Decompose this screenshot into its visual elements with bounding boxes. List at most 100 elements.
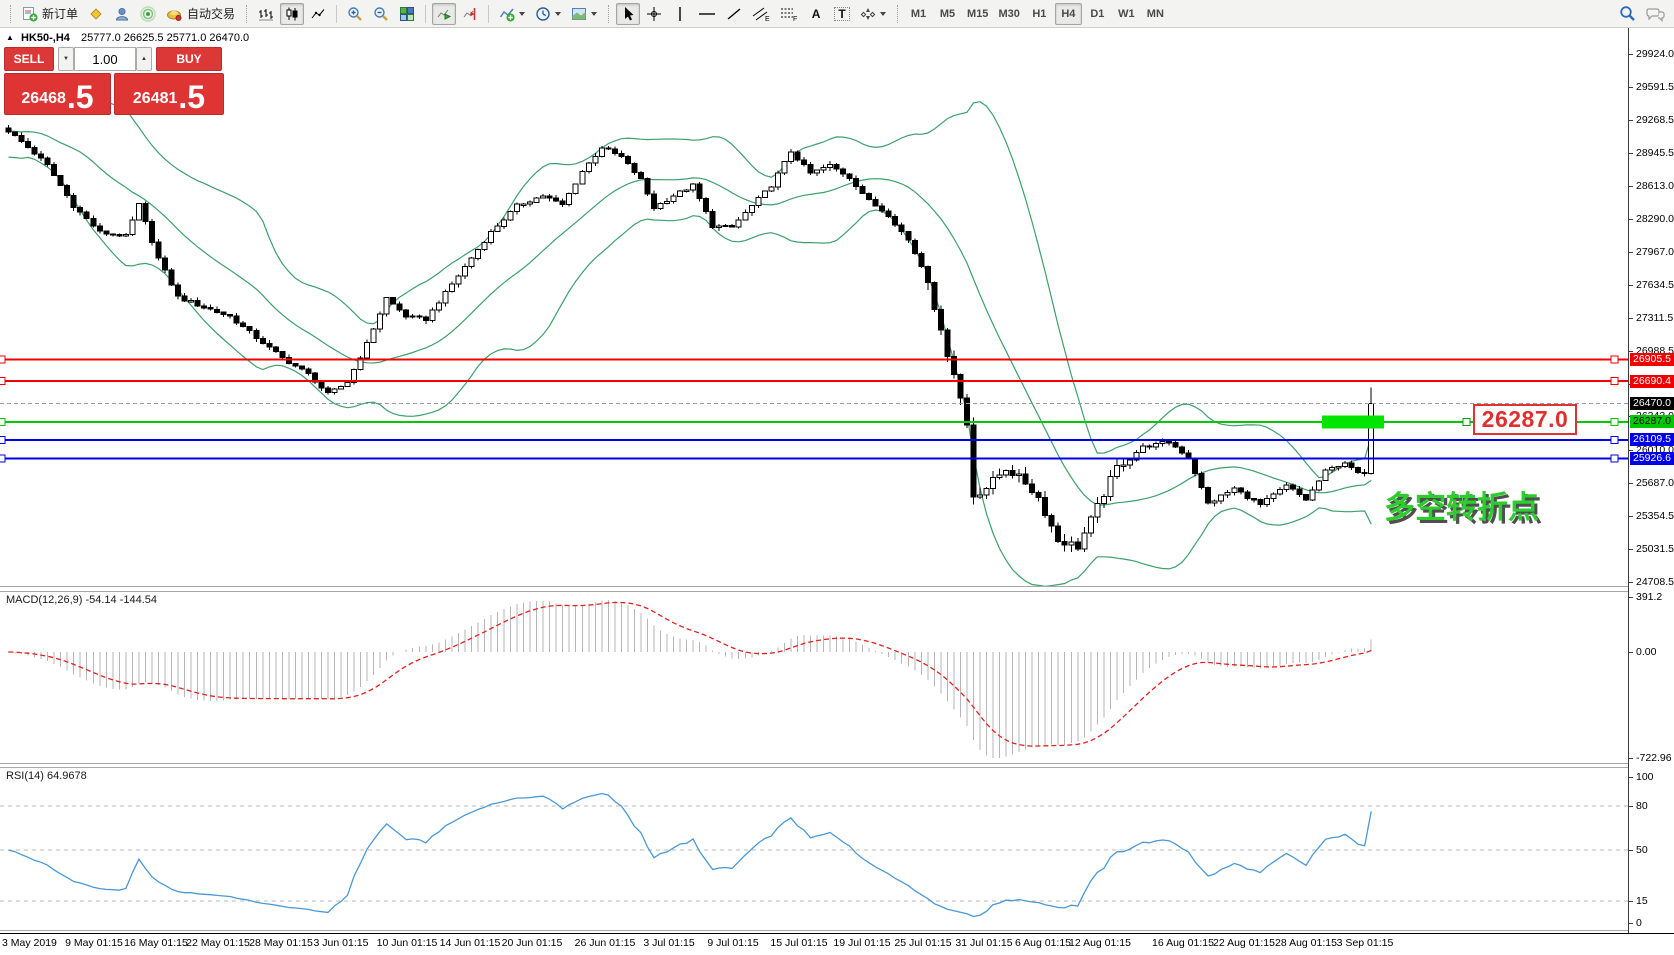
line-handle[interactable]: [1610, 436, 1619, 444]
price-tick: 24708.5: [1629, 575, 1674, 588]
ohlc-values: 25777.0 26625.5 25771.0 26470.0: [80, 32, 250, 44]
volume-decrease-button[interactable]: ▼: [58, 47, 74, 71]
pane-separator[interactable]: [0, 586, 1674, 587]
time-tick: 15 Jul 01:15: [770, 937, 828, 949]
line-handle[interactable]: [0, 436, 6, 444]
sell-button[interactable]: SELL: [4, 47, 54, 71]
timeframe-m5-button[interactable]: M5: [934, 3, 961, 25]
cursor-button[interactable]: [616, 2, 641, 25]
line-handle[interactable]: [1610, 355, 1619, 364]
pivot-highlight[interactable]: [1322, 415, 1384, 429]
pane-separator[interactable]: [0, 591, 1674, 592]
timeframe-m1-button[interactable]: M1: [905, 3, 932, 25]
price-tick: 27311.5: [1628, 312, 1674, 325]
bollinger-band: [8, 156, 1372, 586]
rsi-pane[interactable]: [0, 768, 1628, 930]
text-label-button[interactable]: T: [830, 3, 854, 25]
time-tick: 28 Aug 01:15: [1275, 937, 1337, 949]
timeframe-h1-button[interactable]: H1: [1026, 3, 1053, 25]
timeframe-d1-button[interactable]: D1: [1084, 3, 1111, 25]
profile-icon: [116, 7, 129, 20]
zoom-in-button[interactable]: [343, 3, 367, 25]
autotrading-button[interactable]: 自动交易: [162, 3, 239, 25]
horizontal-line-icon: [699, 12, 716, 15]
time-axis[interactable]: 3 May 2019 9 May 01:15 16 May 01:15 22 May …: [0, 933, 1674, 953]
line-handle[interactable]: [0, 355, 6, 364]
line-handle[interactable]: [1610, 418, 1619, 426]
periods-button[interactable]: [531, 3, 565, 25]
timeframe-h4-button[interactable]: H4: [1054, 2, 1082, 25]
pane-separator[interactable]: [0, 767, 1674, 768]
bar-chart-icon: [259, 8, 274, 20]
auto-scroll-button[interactable]: [432, 2, 457, 25]
chevron-down-icon: [880, 11, 887, 16]
zoom-out-button[interactable]: [369, 3, 393, 25]
collapse-icon[interactable]: ▲: [6, 33, 14, 42]
candlestick-chart-button[interactable]: [280, 2, 305, 25]
line-handle[interactable]: [0, 454, 6, 463]
line-chart-button[interactable]: [306, 3, 330, 25]
rsi-tick: 100: [1629, 771, 1654, 783]
equidistant-channel-button[interactable]: E: [748, 3, 774, 25]
chevron-down-icon: [519, 11, 526, 16]
price-callout[interactable]: 26287.0: [1473, 404, 1577, 435]
price-axis[interactable]: 29924.0 29591.5 29268.5 28945.5 28613.0 28290…: [1628, 28, 1674, 933]
volume-input[interactable]: [74, 47, 136, 71]
bollinger-band: [8, 92, 1372, 479]
time-tick: 16 May 01:15: [124, 937, 188, 949]
pane-separator[interactable]: [0, 763, 1674, 764]
timeframe-w1-button[interactable]: W1: [1113, 3, 1140, 25]
volume-increase-button[interactable]: ▲: [136, 47, 152, 71]
toolbar-grip[interactable]: [897, 4, 899, 23]
main-chart[interactable]: [0, 28, 1628, 586]
timeframe-mn-button[interactable]: MN: [1142, 3, 1169, 25]
price-tick: 29591.5: [1629, 81, 1674, 94]
turning-point-annotation[interactable]: 多空转折点: [1384, 490, 1539, 525]
price-tick: 27634.5: [1629, 279, 1674, 292]
sell-price[interactable]: 26468 .5: [4, 73, 111, 115]
search-button[interactable]: [1615, 3, 1640, 25]
timeframe-m30-button[interactable]: M30: [994, 3, 1023, 25]
templates-button[interactable]: [567, 3, 601, 25]
buy-button[interactable]: BUY: [156, 47, 222, 71]
line-handle[interactable]: [1610, 454, 1619, 463]
crosshair-button[interactable]: [642, 3, 666, 25]
chart-shift-button[interactable]: [458, 3, 482, 25]
toolbar-grip[interactable]: [608, 4, 610, 23]
symbol-name: HK50-,H4: [20, 32, 70, 44]
line-handle[interactable]: [0, 377, 6, 386]
vertical-line-button[interactable]: [668, 3, 692, 25]
autotrading-label: 自动交易: [187, 7, 236, 21]
text-button[interactable]: A: [804, 3, 828, 25]
pane-separator: [0, 930, 1674, 931]
callout-handle[interactable]: [1462, 418, 1471, 426]
indicators-button[interactable]: [495, 3, 529, 25]
macd-tick: 0.00: [1628, 646, 1657, 658]
chat-button[interactable]: [1642, 3, 1669, 25]
fibonacci-button[interactable]: F: [776, 3, 802, 25]
toolbar-grip[interactable]: [246, 4, 248, 23]
new-order-button[interactable]: 新订单: [18, 3, 82, 25]
horizontal-line-button[interactable]: [694, 3, 720, 25]
macd-pane[interactable]: [0, 592, 1628, 763]
rsi-tick: 15: [1629, 895, 1648, 907]
arrows-button[interactable]: [856, 3, 890, 25]
trendline-button[interactable]: [722, 3, 746, 25]
clock-icon: [536, 6, 550, 21]
market-watch-button[interactable]: [84, 3, 108, 25]
data-window-button[interactable]: [110, 3, 134, 25]
buy-price[interactable]: 26481 .5: [114, 73, 224, 115]
bar-chart-button[interactable]: [254, 3, 278, 25]
line-handle[interactable]: [0, 418, 6, 426]
level-price-label: 26905.5: [1630, 352, 1674, 366]
candlestick-icon: [286, 7, 298, 20]
price-tick: 28290.0: [1629, 213, 1674, 226]
tile-windows-button[interactable]: [395, 3, 419, 25]
timeframe-m15-button[interactable]: M15: [963, 3, 992, 25]
bollinger-band: [8, 130, 1372, 506]
line-handle[interactable]: [1610, 377, 1619, 386]
toolbar-grip[interactable]: [10, 4, 11, 23]
time-tick: 19 Jul 01:15: [833, 937, 891, 949]
signals-button[interactable]: [136, 3, 160, 25]
price-tick: 29268.5: [1629, 113, 1674, 126]
